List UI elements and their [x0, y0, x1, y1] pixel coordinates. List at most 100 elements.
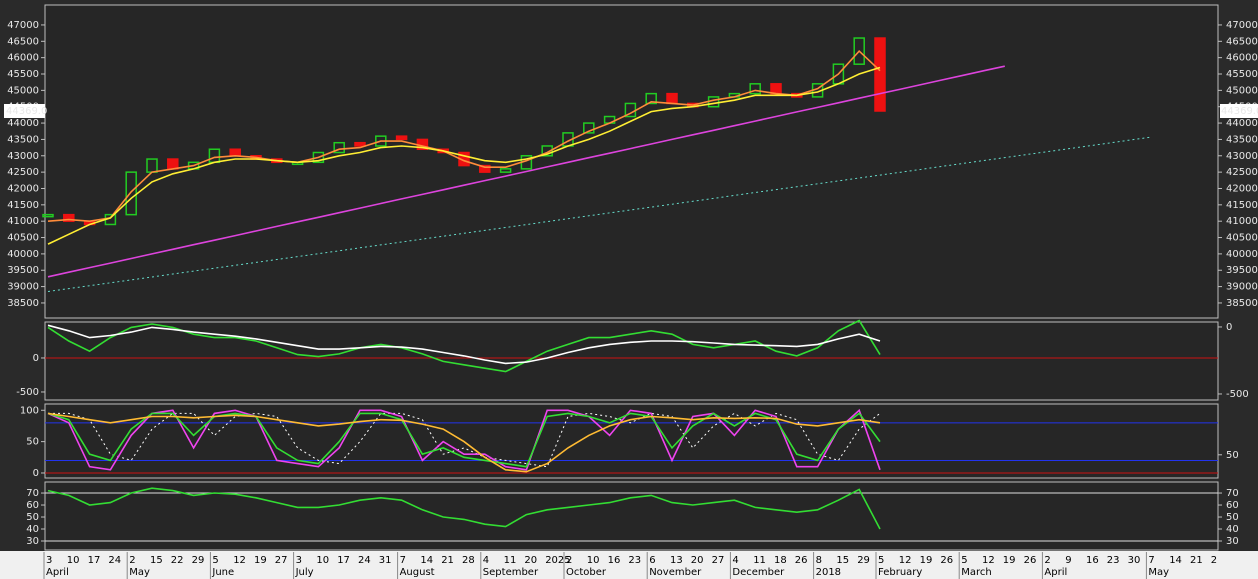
month-label: February — [878, 567, 922, 578]
price-bar — [229, 148, 241, 157]
x-tick-label: 29 — [192, 555, 205, 566]
x-tick-label: 2025 — [545, 555, 570, 566]
y-tick-label: 39000 — [7, 282, 39, 293]
series-line — [47, 65, 1005, 278]
y-tick-label: 0 — [33, 468, 39, 479]
y2-tick-label: 0 — [1226, 322, 1232, 333]
x-tick-label: 16 — [608, 555, 621, 566]
x-tick-label: 5 — [212, 555, 218, 566]
x-tick-label: 12 — [899, 555, 912, 566]
y-tick-label: 40000 — [7, 249, 39, 260]
x-tick-label: 10 — [587, 555, 600, 566]
y2-tick-label: 44000 — [1226, 118, 1258, 129]
month-label: November — [649, 567, 702, 578]
price-bar — [749, 83, 761, 95]
y2-tick-label: 50 — [1226, 512, 1239, 523]
y-tick-label: 43500 — [7, 134, 39, 145]
x-tick-label: 4 — [483, 555, 489, 566]
series-line — [47, 324, 881, 365]
y2-tick-label: 38500 — [1226, 298, 1258, 309]
price-bar — [354, 141, 366, 147]
y-tick-label: 41500 — [7, 200, 39, 211]
x-tick-label: 29 — [857, 555, 870, 566]
month-label: June — [211, 567, 234, 578]
x-tick-label: 9 — [1065, 555, 1071, 566]
price-bar — [853, 37, 865, 65]
x-tick-label: 11 — [753, 555, 766, 566]
x-tick-label: 5 — [961, 555, 967, 566]
x-tick-label: 14 — [1169, 555, 1182, 566]
y2-tick-label: -500 — [1226, 389, 1249, 400]
x-tick-label: 15 — [836, 555, 849, 566]
y-tick-label: 44000 — [7, 118, 39, 129]
y-tick-label: 42500 — [7, 167, 39, 178]
y-tick-label: 46000 — [7, 53, 39, 64]
price-bar — [583, 122, 595, 134]
y-tick-label: 42000 — [7, 183, 39, 194]
x-tick-label: 20 — [691, 555, 704, 566]
x-tick-label: 26 — [795, 555, 808, 566]
y2-tick-label: 45000 — [1226, 85, 1258, 96]
x-tick-label: 13 — [670, 555, 683, 566]
price-bar — [645, 92, 657, 105]
x-tick-label: 19 — [254, 555, 267, 566]
x-tick-label: 3 — [296, 555, 302, 566]
x-tick-label: 12 — [233, 555, 246, 566]
price-bar — [167, 158, 179, 170]
x-tick-label: 23 — [1107, 555, 1120, 566]
last-price-box — [1220, 104, 1258, 119]
x-tick-label: 10 — [316, 555, 329, 566]
x-tick-label: 17 — [337, 555, 350, 566]
price-bar — [312, 151, 325, 164]
y2-tick-label: 41000 — [1226, 216, 1258, 227]
x-tick-label: 2 — [566, 555, 572, 566]
y-tick-label: 50 — [26, 437, 39, 448]
x-tick-label: 28 — [462, 555, 475, 566]
y-tick-label: 40 — [26, 524, 39, 535]
month-label: April — [46, 567, 69, 578]
y-tick-label: 30 — [26, 536, 39, 547]
y2-tick-label: 43500 — [1226, 134, 1258, 145]
x-tick-label: 8 — [816, 555, 822, 566]
x-tick-label: 22 — [171, 555, 184, 566]
x-tick-label: 21 — [1190, 555, 1203, 566]
price-bar — [666, 92, 678, 105]
series-line — [47, 412, 881, 473]
y-tick-label: 60 — [26, 500, 39, 511]
x-tick-label: 27 — [275, 555, 288, 566]
price-bar — [333, 141, 345, 154]
x-tick-label: 11 — [504, 555, 517, 566]
price-bar — [479, 164, 491, 173]
y2-tick-label: 50 — [1226, 450, 1239, 461]
last-price-label: 44369.0 — [6, 106, 47, 117]
x-tick-label: 21 — [441, 555, 454, 566]
y-tick-label: 45500 — [7, 69, 39, 80]
month-label: April — [1044, 567, 1067, 578]
month-label: May — [1148, 567, 1169, 578]
y2-tick-label: 30 — [1226, 536, 1239, 547]
month-label: December — [732, 567, 785, 578]
price-bar — [63, 213, 75, 222]
month-label: May — [129, 567, 150, 578]
y2-tick-label: 40500 — [1226, 233, 1258, 244]
y-tick-label: 43000 — [7, 151, 39, 162]
x-tick-label: 10 — [67, 555, 80, 566]
y2-tick-label: 40 — [1226, 524, 1239, 535]
x-tick-label: 19 — [920, 555, 933, 566]
x-tick-label: 31 — [379, 555, 392, 566]
y2-tick-label: 46500 — [1226, 36, 1258, 47]
y-tick-label: 47000 — [7, 20, 39, 31]
series-line — [47, 66, 881, 245]
last-price-box — [4, 104, 45, 119]
x-tick-label: 19 — [1003, 555, 1016, 566]
series-line — [47, 136, 1151, 292]
month-label: September — [483, 567, 539, 578]
panel — [44, 481, 1219, 551]
x-tick-label: 24 — [358, 555, 371, 566]
y2-tick-label: 39000 — [1226, 282, 1258, 293]
x-tick-label: 14 — [420, 555, 433, 566]
y2-tick-label: 42000 — [1226, 183, 1258, 194]
price-bar — [874, 37, 886, 112]
last-price-label: 44369.0 — [1221, 106, 1258, 117]
